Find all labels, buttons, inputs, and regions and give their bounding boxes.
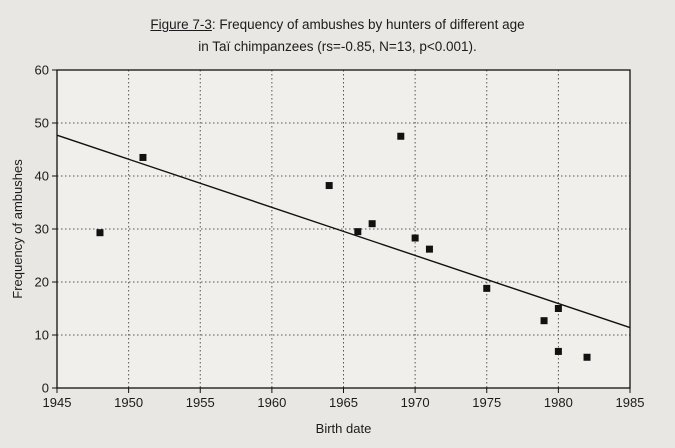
x-tick-label: 1945 bbox=[43, 395, 72, 410]
x-axis-label: Birth date bbox=[316, 421, 372, 436]
plot-area bbox=[57, 70, 630, 388]
y-tick-label: 40 bbox=[35, 169, 49, 184]
data-point bbox=[411, 234, 419, 242]
x-tick-label: 1970 bbox=[401, 395, 430, 410]
data-point bbox=[583, 353, 591, 361]
data-point bbox=[96, 229, 104, 237]
y-tick-label: 0 bbox=[42, 381, 49, 396]
data-point bbox=[368, 220, 376, 228]
data-point bbox=[425, 245, 433, 253]
figure-label: Figure 7-3 bbox=[150, 17, 212, 32]
x-tick-label: 1980 bbox=[544, 395, 573, 410]
x-tick-label: 1955 bbox=[186, 395, 215, 410]
x-tick-label: 1975 bbox=[472, 395, 501, 410]
y-tick-label: 20 bbox=[35, 275, 49, 290]
data-point bbox=[483, 284, 491, 292]
x-tick-label: 1960 bbox=[257, 395, 286, 410]
x-tick-label: 1965 bbox=[329, 395, 358, 410]
data-point bbox=[139, 153, 147, 161]
data-point bbox=[397, 132, 405, 140]
chart-title-text: : Frequency of ambushes by hunters of di… bbox=[211, 17, 525, 32]
y-tick-label: 50 bbox=[35, 116, 49, 131]
y-tick-label: 60 bbox=[35, 63, 49, 78]
y-tick-label: 10 bbox=[35, 328, 49, 343]
y-axis-label: Frequency of ambushes bbox=[10, 159, 25, 299]
x-tick-label: 1950 bbox=[114, 395, 143, 410]
data-point bbox=[554, 305, 562, 312]
trend-line bbox=[56, 134, 631, 329]
x-tick-label: 1985 bbox=[616, 395, 645, 410]
chart-title-line-1: Figure 7-3: Frequency of ambushes by hun… bbox=[0, 17, 675, 32]
data-point bbox=[354, 228, 362, 236]
chart-title-line-2: in Taï chimpanzees (rs=-0.85, N=13, p<0.… bbox=[198, 39, 477, 54]
data-point bbox=[540, 317, 548, 325]
y-tick-label: 30 bbox=[35, 222, 49, 237]
data-point bbox=[554, 347, 562, 355]
data-point bbox=[325, 182, 333, 190]
